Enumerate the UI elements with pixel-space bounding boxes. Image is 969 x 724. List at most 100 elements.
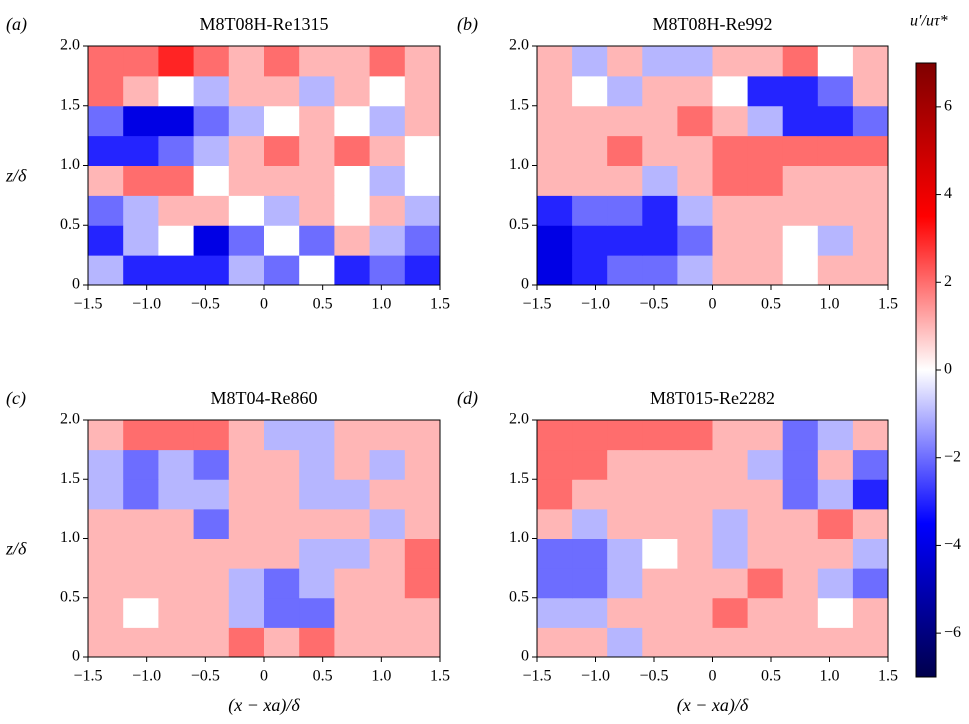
x-tick-label: −1.5 (73, 296, 102, 313)
heat-cell (369, 255, 406, 286)
heat-cell (712, 597, 749, 628)
heat-cell (782, 105, 819, 137)
heat-cell (369, 508, 406, 539)
heat-cell (817, 255, 854, 286)
heat-cell (88, 479, 124, 510)
heat-cell (193, 508, 230, 539)
heat-cell (299, 46, 335, 77)
heat-cell (158, 479, 195, 510)
chart-title: M8T015-Re2282 (650, 388, 775, 408)
heat-cell (677, 75, 713, 107)
x-tick-label: 1.5 (878, 296, 898, 313)
heat-cell (817, 508, 854, 539)
y-tick-label: 1.0 (509, 529, 529, 546)
x-tick-label: −0.5 (191, 296, 220, 313)
heat-cell (537, 165, 573, 196)
x-tick-label: −1.0 (581, 668, 610, 685)
y-axis-label: z/δ (5, 538, 27, 558)
heat-cell (158, 597, 195, 628)
heat-cell (123, 627, 159, 658)
heat-cell (782, 508, 819, 539)
heat-cell (88, 597, 124, 628)
heat-cell (88, 420, 124, 451)
heat-cell (642, 165, 678, 196)
x-tick-label: −0.5 (191, 668, 220, 685)
heat-cell (228, 568, 265, 599)
y-tick-label: 0 (521, 648, 529, 665)
heat-cell (747, 597, 784, 628)
heat-cell (193, 255, 230, 286)
heat-cell (193, 225, 230, 256)
heat-cell (264, 46, 300, 77)
heat-cell (334, 508, 371, 539)
colorbar (915, 62, 937, 678)
heat-cell (642, 538, 678, 569)
heat-cell (607, 538, 643, 569)
heat-cell (782, 255, 819, 286)
heat-cell (572, 75, 608, 107)
x-tick-label: 0 (260, 296, 268, 313)
heat-cell (264, 449, 300, 480)
heat-cell (404, 597, 441, 628)
heat-cell (607, 135, 643, 166)
heat-cell (572, 255, 608, 286)
heat-cell (607, 568, 643, 599)
heat-cell (404, 449, 441, 480)
heat-cell (228, 225, 265, 256)
heat-cell (88, 46, 124, 77)
heat-cell (782, 538, 819, 569)
heat-cell (712, 225, 749, 256)
heat-cell (607, 105, 643, 137)
y-tick-label: 1.5 (60, 96, 80, 113)
y-tick-label: 1.0 (60, 529, 80, 546)
heat-cell (334, 597, 371, 628)
heat-cell (712, 508, 749, 539)
heat-cell (123, 538, 159, 569)
heat-cell (677, 627, 713, 658)
heat-cell (782, 597, 819, 628)
heat-cell (712, 135, 749, 166)
heat-cell (642, 597, 678, 628)
heat-cell (369, 479, 406, 510)
y-tick-label: 0.5 (60, 588, 80, 605)
heat-cell (852, 195, 889, 226)
heat-cell (334, 255, 371, 286)
x-tick-label: 0 (260, 668, 268, 685)
x-tick-label: 0 (709, 296, 717, 313)
heat-cell (193, 135, 230, 166)
heat-cell (572, 508, 608, 539)
chart-title: M8T04-Re860 (211, 388, 318, 408)
heat-cell (334, 46, 371, 77)
heat-cell (677, 46, 713, 77)
heat-cell (334, 165, 371, 196)
heat-cell (712, 255, 749, 286)
x-tick-label: −1.0 (581, 296, 610, 313)
heat-cell (677, 225, 713, 256)
heat-cell (747, 479, 784, 510)
heat-cell (264, 538, 300, 569)
heat-cell (369, 225, 406, 256)
heat-cell (852, 508, 889, 539)
heat-cell (334, 105, 371, 137)
heat-cell (264, 225, 300, 256)
heat-cell (852, 627, 889, 658)
heat-cell (369, 105, 406, 137)
heat-cell (404, 508, 441, 539)
heat-cell (88, 75, 124, 107)
heat-cell (158, 538, 195, 569)
x-tick-label: 1.5 (878, 668, 898, 685)
colorbar-label: u′/uτ* (910, 13, 948, 30)
heat-cell (712, 568, 749, 599)
heat-cell (537, 568, 573, 599)
heat-cell (852, 225, 889, 256)
heat-cell (88, 568, 124, 599)
y-tick-label: 0 (521, 276, 529, 293)
panel-label: (d) (457, 388, 478, 409)
heat-cell (334, 479, 371, 510)
heat-cell (334, 225, 371, 256)
heat-cell (123, 195, 159, 226)
heat-cell (334, 420, 371, 451)
heat-cell (158, 195, 195, 226)
heat-cell (747, 105, 784, 137)
heat-cell (123, 597, 159, 628)
